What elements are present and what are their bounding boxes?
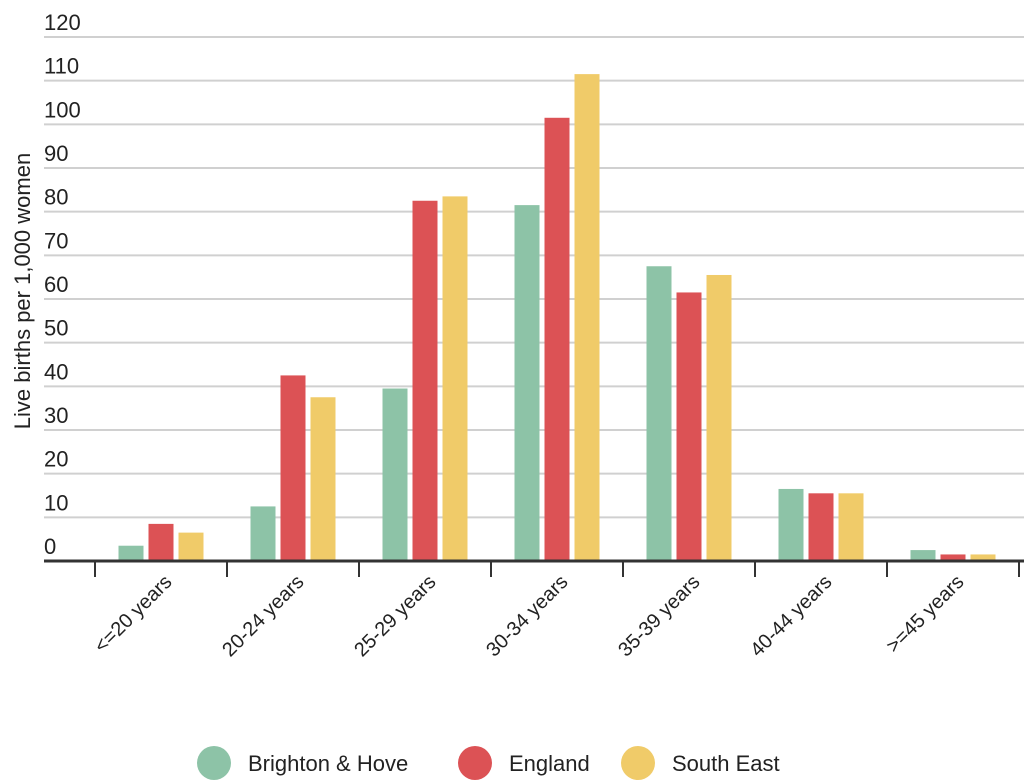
legend-label: South East [672, 751, 780, 776]
legend-swatch [621, 746, 655, 780]
bar [706, 274, 732, 561]
y-tick-label: 30 [44, 403, 68, 428]
y-tick-label: 110 [44, 54, 79, 79]
category-label: 20-24 years [218, 571, 308, 661]
category-label: >=45 years [882, 571, 968, 657]
x-ticks [94, 561, 1020, 577]
bar [310, 397, 336, 561]
bar [514, 205, 540, 561]
bar [646, 266, 672, 561]
bar [382, 388, 408, 561]
y-tick-labels: 0 10 20 30 40 50 60 70 80 90 100 110 120 [44, 10, 81, 559]
legend: Brighton & Hove England South East [197, 746, 780, 780]
y-tick-label: 100 [44, 97, 81, 122]
bar [808, 493, 834, 561]
bar [148, 523, 174, 561]
bar [574, 74, 600, 561]
bar [778, 488, 804, 561]
category-labels: <=20 years 20-24 years 25-29 years 30-34 ye… [90, 571, 968, 661]
bar [178, 532, 204, 561]
y-tick-label: 80 [44, 185, 68, 210]
y-tick-label: 90 [44, 141, 68, 166]
y-tick-label: 120 [44, 10, 81, 35]
category-label: 35-39 years [614, 571, 704, 661]
y-tick-label: 0 [44, 534, 56, 559]
category-label: <=20 years [90, 571, 176, 657]
bar [544, 117, 570, 562]
y-tick-label: 50 [44, 316, 68, 341]
legend-label: England [509, 751, 590, 776]
bar [910, 550, 936, 561]
bar [442, 196, 468, 561]
bars [118, 74, 996, 562]
legend-label: Brighton & Hove [248, 751, 408, 776]
category-label: 40-44 years [746, 571, 836, 661]
bar [676, 292, 702, 561]
bar [970, 554, 996, 561]
bar [940, 554, 966, 561]
y-tick-label: 10 [44, 490, 68, 515]
y-tick-label: 40 [44, 359, 68, 384]
category-label: 25-29 years [350, 571, 440, 661]
legend-swatch [458, 746, 492, 780]
bar [280, 375, 306, 561]
bar [118, 545, 144, 561]
bar [412, 200, 438, 561]
y-axis-title: Live births per 1,000 women [10, 153, 35, 429]
legend-swatch [197, 746, 231, 780]
category-label: 30-34 years [482, 571, 572, 661]
bar [838, 493, 864, 561]
y-tick-label: 60 [44, 272, 68, 297]
bar [250, 506, 276, 561]
y-tick-label: 70 [44, 228, 68, 253]
y-tick-label: 20 [44, 447, 68, 472]
